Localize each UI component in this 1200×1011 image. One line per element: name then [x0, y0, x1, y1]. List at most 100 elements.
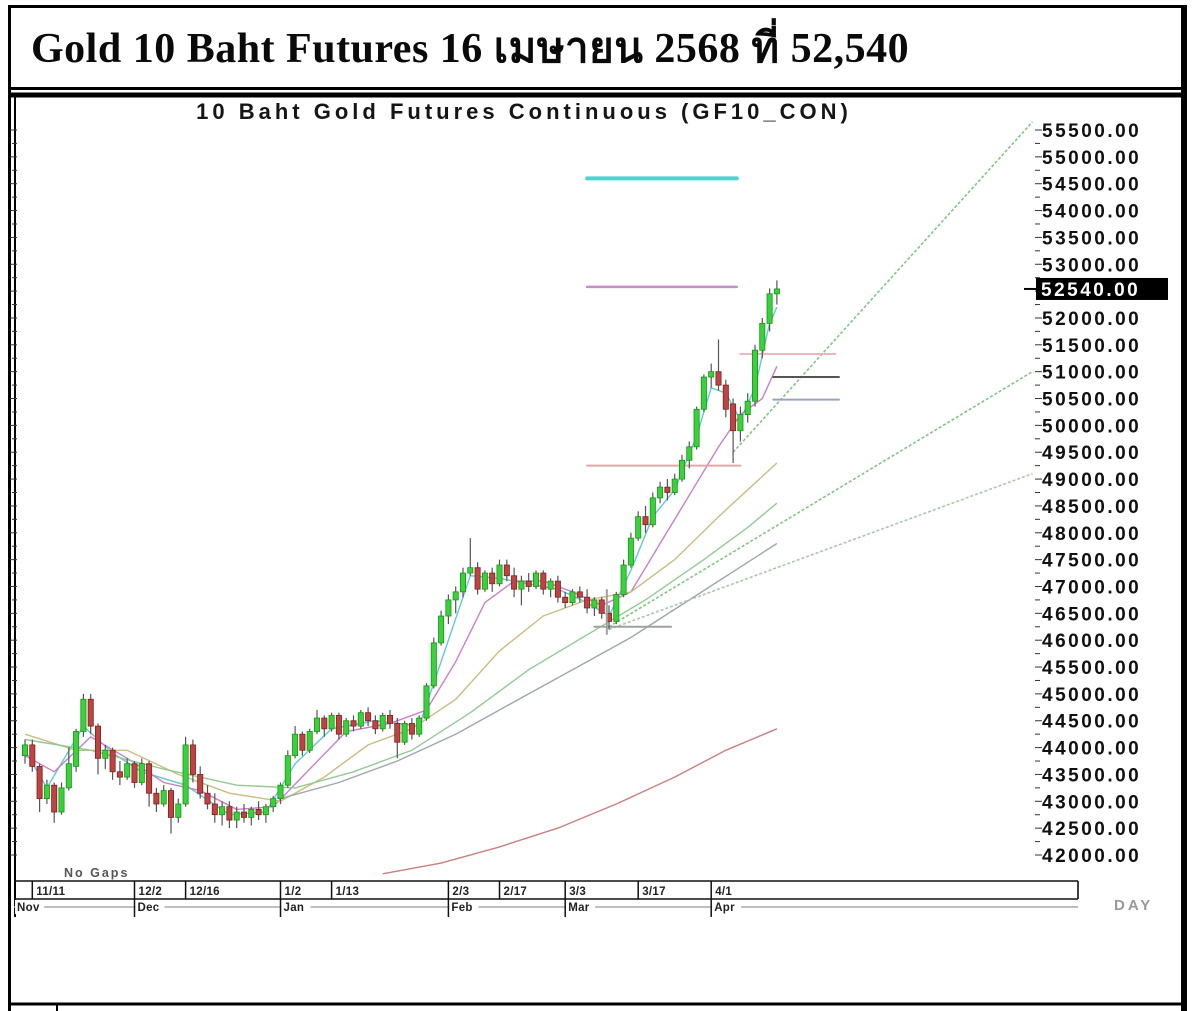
y-axis-label: 51000.00 [1042, 363, 1141, 384]
candle-body [29, 744, 36, 767]
y-axis-label: 49000.00 [1042, 470, 1141, 491]
month-label: Apr [714, 902, 735, 914]
candle-body [124, 763, 131, 778]
y-axis-label: 54500.00 [1042, 175, 1141, 196]
candle-body [365, 712, 372, 722]
month-label-bg [281, 900, 311, 914]
candle-body [51, 784, 58, 813]
candle-body [240, 811, 247, 818]
y-axis-label: 42000.00 [1042, 846, 1141, 867]
candle-body [386, 714, 393, 724]
candle-body [328, 714, 335, 730]
candle-body [372, 720, 379, 730]
y-axis-label: 48000.00 [1042, 524, 1141, 545]
candle-body [649, 497, 656, 526]
y-axis-label: 51500.00 [1042, 336, 1141, 357]
candle-body [511, 575, 518, 590]
candle-body [569, 591, 576, 603]
candle-body [65, 763, 72, 789]
y-axis-label: 45500.00 [1042, 658, 1141, 679]
y-axis-label: 46500.00 [1042, 604, 1141, 625]
candle-body [248, 808, 255, 818]
candle-body [233, 811, 240, 821]
candle-body [693, 408, 700, 448]
y-axis-label: 49500.00 [1042, 443, 1141, 464]
candle-body [138, 763, 145, 783]
chart-title: 10 Baht Gold Futures Continuous (GF10_CO… [196, 99, 852, 124]
candle-body [131, 763, 138, 783]
page-border-frame [8, 5, 1187, 1011]
candle-body [146, 763, 153, 794]
candle-body [533, 572, 540, 587]
candle-body [175, 803, 182, 818]
y-axis-label: 47000.00 [1042, 577, 1141, 598]
candle-body [744, 400, 751, 416]
y-axis-label: 50500.00 [1042, 390, 1141, 411]
month-label-bg [15, 900, 45, 914]
month-label: Nov [17, 902, 40, 914]
candle-body [80, 698, 87, 732]
y-axis-label: 52000.00 [1042, 309, 1141, 330]
candle-body [321, 717, 328, 730]
candle-body [518, 580, 525, 590]
candle-body [219, 806, 226, 816]
candle-body [474, 567, 481, 590]
month-label-bg [449, 900, 479, 914]
candle-body [664, 486, 671, 493]
candle-body [554, 580, 561, 598]
month-label: Mar [568, 902, 590, 914]
candle-body [335, 714, 342, 735]
candle-body [299, 733, 306, 751]
candle-body [350, 720, 357, 727]
current-price-label: 52540.00 [1041, 280, 1140, 301]
candle-body [58, 787, 65, 813]
candle-body [357, 712, 364, 727]
candle-body [642, 516, 649, 526]
candle-body [416, 717, 423, 735]
ma-line-green-slow [24, 502, 778, 789]
candle-body [167, 790, 174, 818]
trend-line-uptrend-shallow [608, 472, 1033, 631]
candle-body [204, 792, 211, 805]
y-axis-label: 55000.00 [1042, 148, 1141, 169]
candle-body [102, 749, 109, 759]
candle-body [503, 564, 510, 577]
ma-line-gray-slow [280, 542, 778, 800]
month-label: Jan [284, 902, 305, 914]
candle-body [584, 596, 591, 609]
candle-body [759, 322, 766, 351]
y-axis-label: 44000.00 [1042, 739, 1141, 760]
candle-body [496, 564, 503, 585]
candle-body [459, 572, 466, 593]
candle-body [489, 572, 496, 585]
candle-body [525, 580, 532, 587]
trend-line-uptrend-mid [608, 370, 1033, 628]
candle-body [270, 798, 277, 808]
candle-body [423, 685, 430, 719]
ma-line-red-longterm [382, 728, 778, 875]
date-tick-label: 2/3 [452, 886, 469, 898]
candle-body [445, 599, 452, 617]
ma-line-magenta-mid [24, 366, 778, 811]
candle-body [109, 749, 116, 773]
candle-body [292, 733, 299, 757]
y-axis-label: 42500.00 [1042, 819, 1141, 840]
candle-body [562, 596, 569, 603]
candle-body [547, 580, 554, 590]
candle-body [679, 459, 686, 480]
date-tick-label: 12/16 [190, 886, 220, 898]
candle-body [671, 478, 678, 493]
candle-body [773, 288, 780, 295]
timeframe-label: DAY [1114, 897, 1153, 914]
candle-body [379, 714, 386, 730]
candle-body [715, 371, 722, 386]
candle-body [576, 591, 583, 598]
candle-body [627, 537, 634, 566]
candle-body [313, 717, 320, 732]
y-axis-label: 50000.00 [1042, 416, 1141, 437]
candle-body [467, 567, 474, 574]
candle-body [197, 774, 204, 794]
y-axis-label: 46000.00 [1042, 631, 1141, 652]
page-title: Gold 10 Baht Futures 16 เมษายน 2568 ที่ … [31, 25, 910, 72]
